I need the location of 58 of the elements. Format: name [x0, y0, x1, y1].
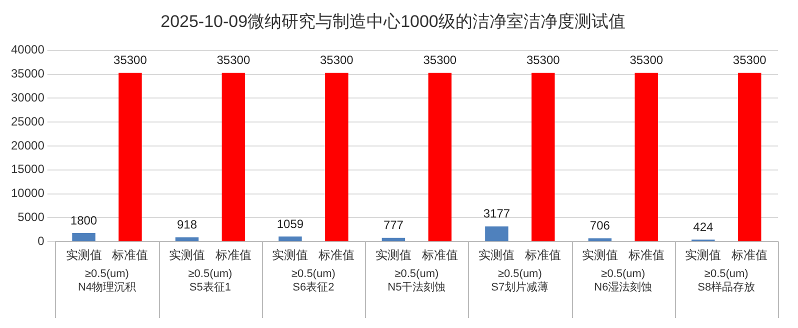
y-tick-label: 40000 — [10, 42, 45, 57]
bar — [428, 72, 452, 242]
text: 实测值 — [272, 248, 308, 262]
data-label: 35300 — [320, 53, 354, 68]
data-label: 424 — [693, 220, 714, 234]
text: 标准值 — [732, 248, 768, 262]
x-tick-label: ≥0.5(um) S5表征1 — [188, 268, 232, 294]
y-tick-label: 15000 — [10, 162, 45, 176]
chart-title: 2025-10-09微纳研究与制造中心1000级的洁净室洁净度测试值 — [160, 12, 626, 31]
data-label: 918 — [176, 218, 198, 232]
data-label: 35300 — [216, 53, 250, 68]
x-tick-label: ≥0.5(um) N6湿法刻蚀 — [594, 268, 652, 294]
bar — [532, 72, 555, 242]
y-tick-label: 35000 — [10, 66, 45, 81]
x-tick-label: ≥0.5(um) S8样品存放 — [698, 268, 756, 294]
text: 标准值 — [112, 248, 148, 262]
data-label: 1800 — [70, 213, 98, 228]
y-tick-label: 0 — [38, 234, 45, 248]
y-tick-label: 5000 — [18, 210, 45, 224]
text: 实测值 — [375, 248, 412, 262]
data-label: 1059 — [276, 216, 304, 231]
bar — [222, 72, 246, 242]
bar — [325, 72, 348, 242]
series-label: 标准值 — [214, 248, 252, 262]
text: 标准值 — [525, 248, 562, 262]
text: 实测值 — [478, 248, 515, 262]
y-tick-label: 10000 — [10, 186, 45, 200]
data-label: 777 — [383, 218, 404, 232]
text: 实测值 — [168, 248, 205, 262]
data-label: 3177 — [483, 206, 510, 221]
bar — [72, 232, 96, 242]
bar — [175, 237, 199, 242]
data-label: 706 — [590, 218, 610, 233]
bar — [588, 238, 612, 242]
data-label: 35300 — [526, 53, 560, 68]
y-tick-label: 30000 — [10, 90, 45, 105]
x-tick-label: ≥0.5(um) N4物理沉积 — [78, 268, 136, 294]
y-tick-label: 25000 — [10, 114, 45, 128]
text: 标准值 — [318, 248, 355, 262]
text: 标准值 — [628, 248, 664, 262]
bar — [278, 236, 302, 242]
x-tick-label: ≥0.5(um) S7划片减薄 — [491, 268, 549, 294]
x-tick-label: ≥0.5(um) S6表征2 — [291, 268, 336, 294]
bar — [634, 72, 658, 242]
bar — [382, 238, 406, 242]
bar — [485, 226, 508, 242]
data-label: 35300 — [423, 53, 457, 68]
data-label: 35300 — [114, 53, 148, 68]
text: 实测值 — [685, 248, 722, 262]
text: 标准值 — [422, 248, 458, 262]
bar — [738, 72, 762, 242]
y-tick-label: 20000 — [10, 138, 45, 152]
series-label: 实测值 — [66, 248, 102, 262]
x-tick-label: ≥0.5(um) N5干法刻蚀 — [388, 268, 446, 294]
bar — [118, 72, 142, 242]
text: 实测值 — [582, 248, 618, 262]
data-label: 35300 — [630, 53, 664, 68]
data-label: 35300 — [732, 53, 767, 68]
